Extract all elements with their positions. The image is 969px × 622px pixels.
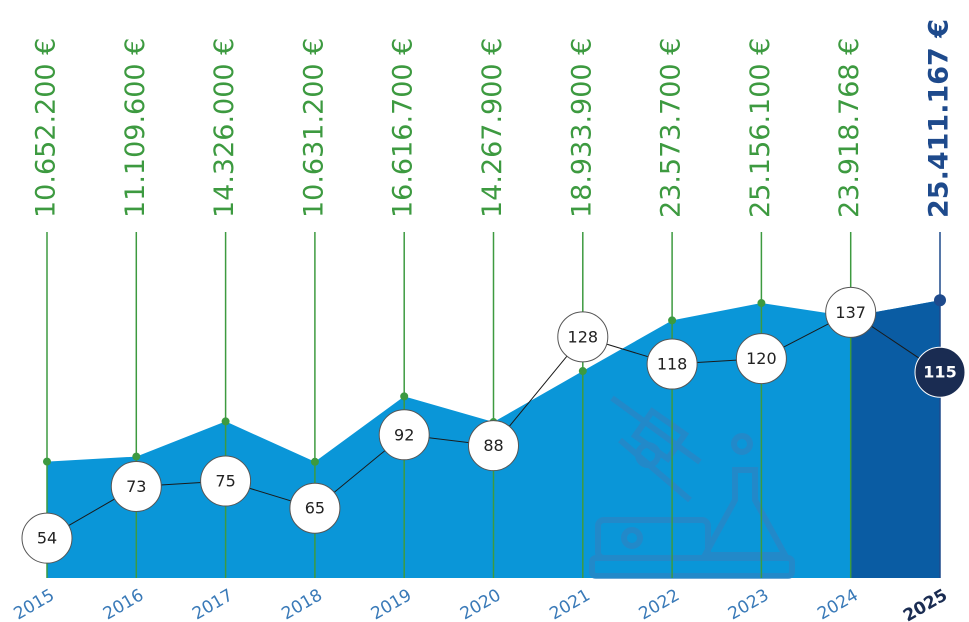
x-tick-label: 2024: [814, 585, 861, 622]
amount-label: 18.933.900 €: [566, 38, 597, 218]
count-label: 54: [37, 529, 57, 548]
x-tick-label: 2021: [546, 585, 593, 622]
x-tick-label: 2025: [900, 585, 951, 622]
amount-dot: [934, 294, 946, 306]
amount-dot: [400, 392, 408, 400]
x-tick-label: 2019: [368, 585, 415, 622]
count-label: 115: [923, 363, 956, 382]
amount-label: 25.411.167 €: [924, 19, 955, 218]
x-tick-label: 2015: [11, 585, 58, 622]
amount-dot: [579, 367, 587, 375]
amount-label: 11.109.600 €: [120, 38, 151, 218]
amount-dot: [311, 458, 319, 466]
amount-dot: [43, 458, 51, 466]
amount-dot: [222, 417, 230, 425]
x-tick-label: 2016: [100, 585, 147, 622]
count-label: 65: [305, 499, 325, 518]
x-tick-label: 2022: [636, 585, 683, 622]
amount-label: 14.326.000 €: [209, 38, 240, 218]
count-label: 120: [746, 349, 777, 368]
amount-label: 14.267.900 €: [477, 38, 508, 218]
count-label: 75: [215, 472, 235, 491]
amount-label: 10.631.200 €: [298, 38, 329, 218]
chart: 10.652.200 € 2015 11.109.600 € 2016 14.326.0…: [0, 0, 969, 622]
count-label: 118: [657, 355, 688, 374]
amount-label: 23.573.700 €: [656, 38, 687, 218]
amount-label: 23.918.768 €: [834, 38, 865, 218]
amount-dot: [668, 316, 676, 324]
amount-label: 25.156.100 €: [745, 38, 776, 218]
x-tick-label: 2023: [725, 585, 772, 622]
amount-dot: [757, 299, 765, 307]
count-label: 128: [568, 327, 599, 346]
count-label: 88: [483, 436, 503, 455]
amount-label: 10.652.200 €: [31, 38, 62, 218]
amount-dot: [132, 453, 140, 461]
amount-label: 16.616.700 €: [388, 38, 419, 218]
count-label: 73: [126, 477, 146, 496]
x-tick-label: 2017: [189, 585, 236, 622]
count-label: 92: [394, 425, 414, 444]
x-tick-label: 2018: [278, 585, 325, 622]
x-tick-label: 2020: [457, 585, 504, 622]
count-label: 137: [835, 303, 866, 322]
